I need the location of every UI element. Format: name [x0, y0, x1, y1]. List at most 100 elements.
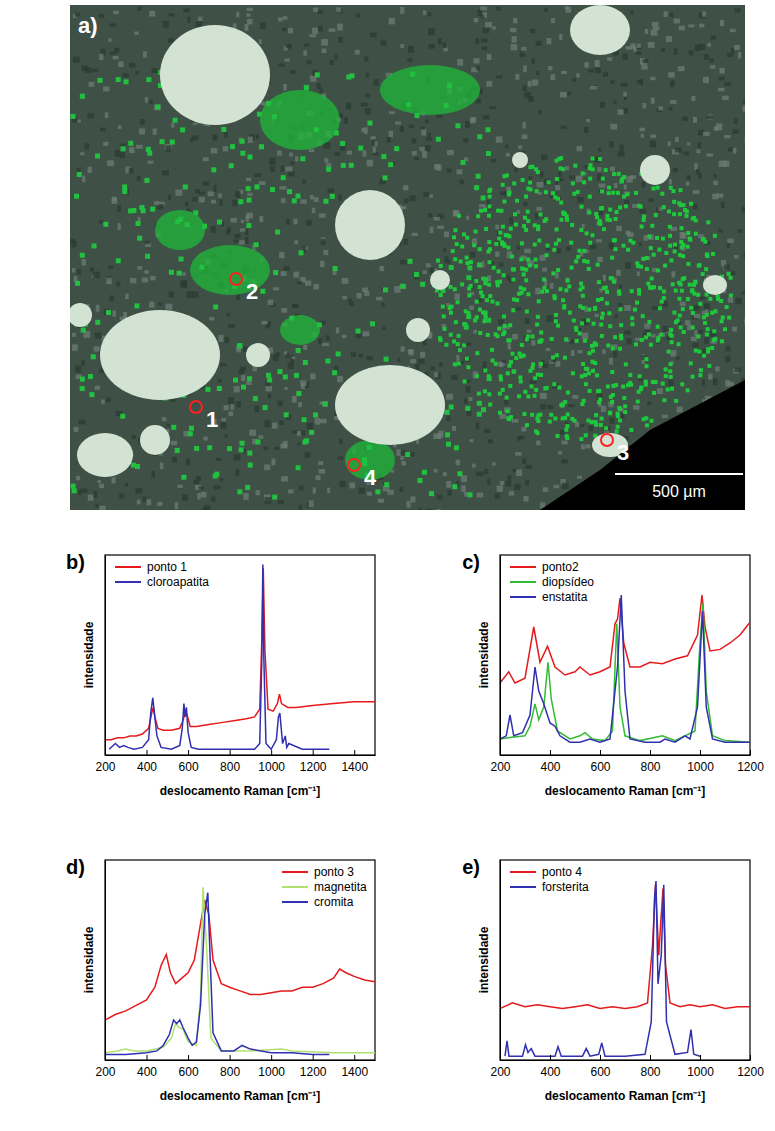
green-speck: [465, 256, 469, 260]
texture-speck: [158, 302, 162, 305]
texture-speck: [703, 132, 710, 136]
texture-speck: [699, 44, 705, 50]
texture-speck: [727, 53, 733, 57]
texture-speck: [73, 57, 80, 63]
green-speck: [657, 248, 661, 252]
texture-speck: [491, 159, 496, 162]
texture-speck: [140, 119, 145, 125]
green-speck: [591, 369, 595, 373]
texture-speck: [224, 132, 228, 138]
green-speck: [502, 273, 506, 277]
green-speck: [512, 370, 516, 374]
texture-speck: [166, 424, 170, 427]
green-speck: [578, 331, 582, 335]
texture-speck: [633, 405, 639, 410]
texture-speck: [669, 107, 672, 111]
texture-speck: [349, 482, 355, 488]
texture-speck: [300, 199, 306, 203]
green-speck: [708, 297, 712, 301]
texture-speck: [561, 441, 567, 445]
texture-speck: [271, 458, 275, 465]
texture-speck: [245, 24, 249, 31]
green-speck: [457, 362, 461, 366]
green-speck: [485, 298, 489, 302]
green-speck: [681, 307, 685, 311]
texture-speck: [693, 117, 697, 123]
texture-speck: [678, 66, 685, 71]
green-speck: [448, 306, 452, 310]
texture-speck: [409, 195, 415, 201]
green-speck: [611, 191, 615, 195]
green-speck: [517, 292, 521, 296]
texture-speck: [267, 321, 270, 327]
texture-speck: [434, 469, 438, 473]
green-speck: [604, 426, 608, 430]
green-speck: [604, 168, 608, 172]
texture-speck: [721, 202, 724, 209]
green-speck: [443, 327, 447, 331]
green-speck: [487, 318, 491, 322]
green-speck: [705, 253, 709, 257]
texture-speck: [270, 166, 275, 172]
texture-speck: [702, 311, 705, 315]
texture-speck: [95, 504, 98, 508]
texture-speck: [334, 55, 338, 59]
green-speck: [582, 180, 586, 184]
green-speck: [540, 290, 544, 294]
green-speck: [505, 409, 509, 413]
texture-speck: [434, 164, 440, 170]
texture-speck: [523, 202, 528, 206]
green-speck: [462, 343, 466, 347]
texture-speck: [99, 484, 104, 488]
texture-speck: [619, 285, 622, 288]
texture-speck: [428, 28, 435, 35]
texture-speck: [283, 84, 286, 91]
green-speck: [524, 278, 528, 282]
green-speck: [487, 392, 491, 396]
green-speck: [509, 360, 513, 364]
texture-speck: [718, 229, 723, 233]
green-speck: [588, 177, 592, 181]
green-speck: [591, 156, 595, 160]
texture-speck: [305, 452, 311, 458]
texture-speck: [108, 38, 111, 41]
green-speck: [497, 237, 501, 241]
texture-speck: [312, 208, 315, 213]
green-speck: [507, 234, 511, 238]
green-speck: [599, 423, 603, 427]
texture-speck: [735, 298, 741, 304]
texture-speck: [306, 220, 312, 226]
texture-speck: [652, 22, 659, 27]
texture-speck: [246, 381, 251, 385]
texture-speck: [496, 7, 501, 11]
green-speck: [458, 348, 462, 352]
texture-speck: [362, 288, 368, 292]
texture-speck: [346, 102, 351, 109]
texture-speck: [509, 217, 513, 224]
texture-speck: [457, 59, 463, 66]
green-speck: [686, 245, 690, 249]
green-speck: [664, 367, 668, 371]
texture-speck: [742, 207, 745, 213]
figure: 1234a)500 µm200400600800100012001400desl…: [0, 0, 775, 1131]
texture-speck: [446, 260, 451, 264]
green-speck: [459, 260, 463, 264]
green-speck: [608, 411, 612, 415]
texture-speck: [256, 134, 259, 139]
texture-speck: [724, 135, 730, 138]
texture-speck: [292, 304, 299, 308]
texture-speck: [421, 127, 425, 130]
green-speck: [453, 257, 457, 261]
green-speck: [563, 416, 567, 420]
green-speck: [585, 231, 589, 235]
texture-speck: [662, 415, 668, 418]
green-speck: [626, 248, 630, 252]
texture-speck: [321, 239, 326, 245]
texture-speck: [336, 327, 339, 333]
green-speck: [588, 389, 592, 393]
texture-speck: [77, 119, 80, 122]
texture-speck: [149, 11, 155, 17]
texture-speck: [171, 441, 177, 445]
texture-speck: [677, 407, 683, 413]
texture-speck: [600, 102, 605, 108]
